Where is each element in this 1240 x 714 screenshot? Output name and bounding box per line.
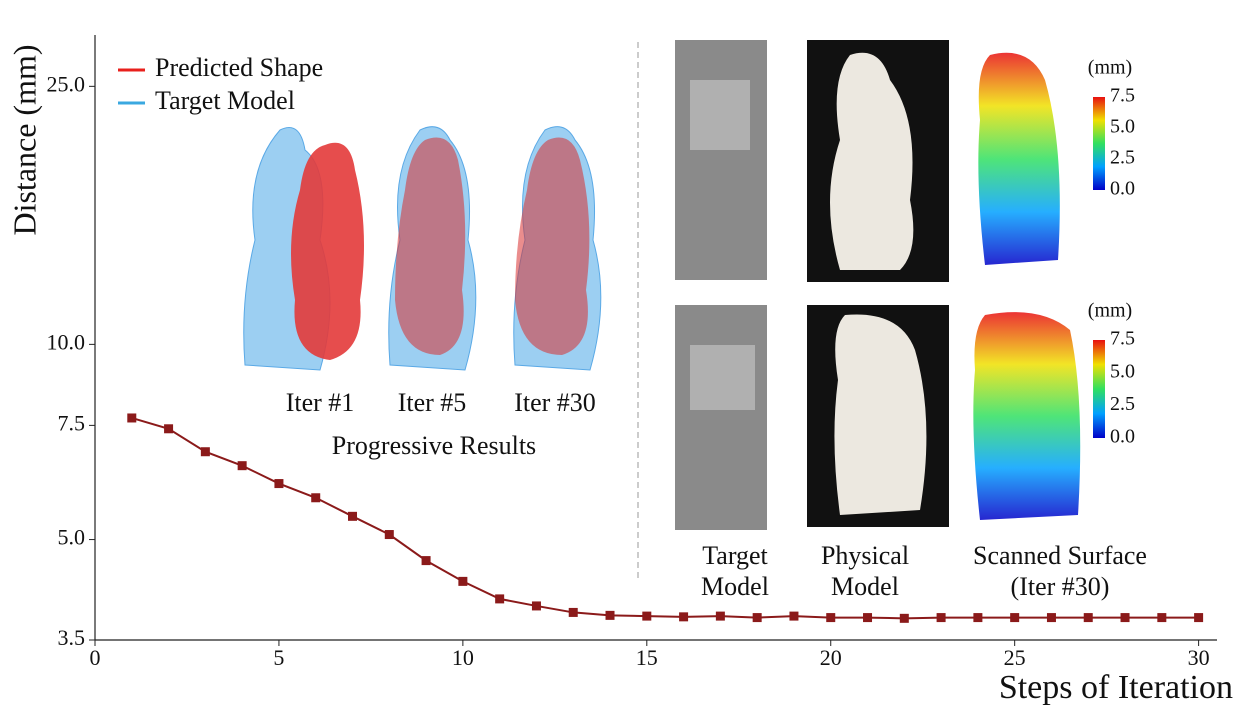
marker bbox=[458, 576, 468, 586]
marker bbox=[752, 613, 762, 623]
y-tick-label: 5.0 bbox=[58, 525, 86, 550]
marker bbox=[384, 530, 394, 540]
x-tick-label: 25 bbox=[1004, 645, 1026, 670]
y-tick-label: 3.5 bbox=[58, 625, 86, 650]
marker bbox=[568, 607, 578, 617]
colorbar-label: (mm) bbox=[1088, 57, 1132, 79]
marker bbox=[1194, 613, 1204, 623]
marker bbox=[1157, 613, 1167, 623]
marker bbox=[237, 461, 247, 471]
marker bbox=[127, 413, 137, 423]
marker bbox=[973, 613, 983, 623]
data-line bbox=[131, 417, 1199, 620]
marker bbox=[421, 556, 431, 566]
column-label: Physical Model bbox=[820, 541, 910, 601]
marker bbox=[164, 424, 174, 434]
marker bbox=[495, 594, 505, 604]
iteration-label: Iter #5 bbox=[398, 388, 467, 417]
colorbar-tick-label: 2.5 bbox=[1110, 147, 1135, 169]
column-label: Target Model bbox=[701, 541, 769, 601]
marker bbox=[899, 613, 909, 623]
y-axis-label: Distance (mm) bbox=[6, 44, 42, 235]
colorbar-tick-label: 5.0 bbox=[1110, 116, 1135, 138]
x-tick-label: 20 bbox=[820, 645, 842, 670]
marker bbox=[311, 493, 321, 503]
progressive-caption: Progressive Results bbox=[332, 431, 536, 460]
marker bbox=[642, 611, 652, 621]
x-tick-label: 30 bbox=[1188, 645, 1210, 670]
x-tick-label: 5 bbox=[273, 645, 284, 670]
marker bbox=[531, 601, 541, 611]
marker bbox=[274, 479, 284, 489]
x-tick-label: 15 bbox=[636, 645, 658, 670]
x-axis-label: Steps of Iteration bbox=[999, 669, 1233, 706]
marker bbox=[826, 613, 836, 623]
colorbar-tick-label: 2.5 bbox=[1110, 393, 1135, 415]
marker bbox=[789, 611, 799, 621]
marker bbox=[715, 611, 725, 621]
marker bbox=[679, 612, 689, 622]
colorbar-tick-label: 0.0 bbox=[1110, 178, 1135, 200]
colorbar-tick-label: 0.0 bbox=[1110, 426, 1135, 448]
iteration-label: Iter #30 bbox=[514, 388, 596, 417]
y-tick-label: 25.0 bbox=[47, 71, 86, 96]
marker bbox=[1010, 613, 1020, 623]
marker bbox=[348, 511, 358, 521]
marker bbox=[200, 447, 210, 457]
x-tick-label: 0 bbox=[90, 645, 101, 670]
marker bbox=[1046, 613, 1056, 623]
colorbar bbox=[1093, 340, 1105, 438]
legend-label: Target Model bbox=[155, 86, 295, 115]
colorbar-tick-label: 7.5 bbox=[1110, 85, 1135, 107]
colorbar bbox=[1093, 97, 1105, 190]
legend-label: Predicted Shape bbox=[155, 53, 323, 82]
marker bbox=[863, 613, 873, 623]
marker bbox=[936, 613, 946, 623]
y-tick-label: 10.0 bbox=[47, 329, 86, 354]
y-tick-label: 7.5 bbox=[58, 410, 86, 435]
iteration-label: Iter #1 bbox=[286, 388, 355, 417]
torso-renders bbox=[243, 126, 602, 371]
x-tick-label: 10 bbox=[452, 645, 474, 670]
marker bbox=[1120, 613, 1130, 623]
colorbar-tick-label: 7.5 bbox=[1110, 328, 1135, 350]
photos bbox=[675, 40, 1081, 530]
colorbar-tick-label: 5.0 bbox=[1110, 360, 1135, 382]
colorbar-label: (mm) bbox=[1088, 300, 1132, 322]
marker bbox=[605, 610, 615, 620]
marker bbox=[1083, 613, 1093, 623]
column-label: Scanned Surface (Iter #30) bbox=[973, 541, 1147, 601]
